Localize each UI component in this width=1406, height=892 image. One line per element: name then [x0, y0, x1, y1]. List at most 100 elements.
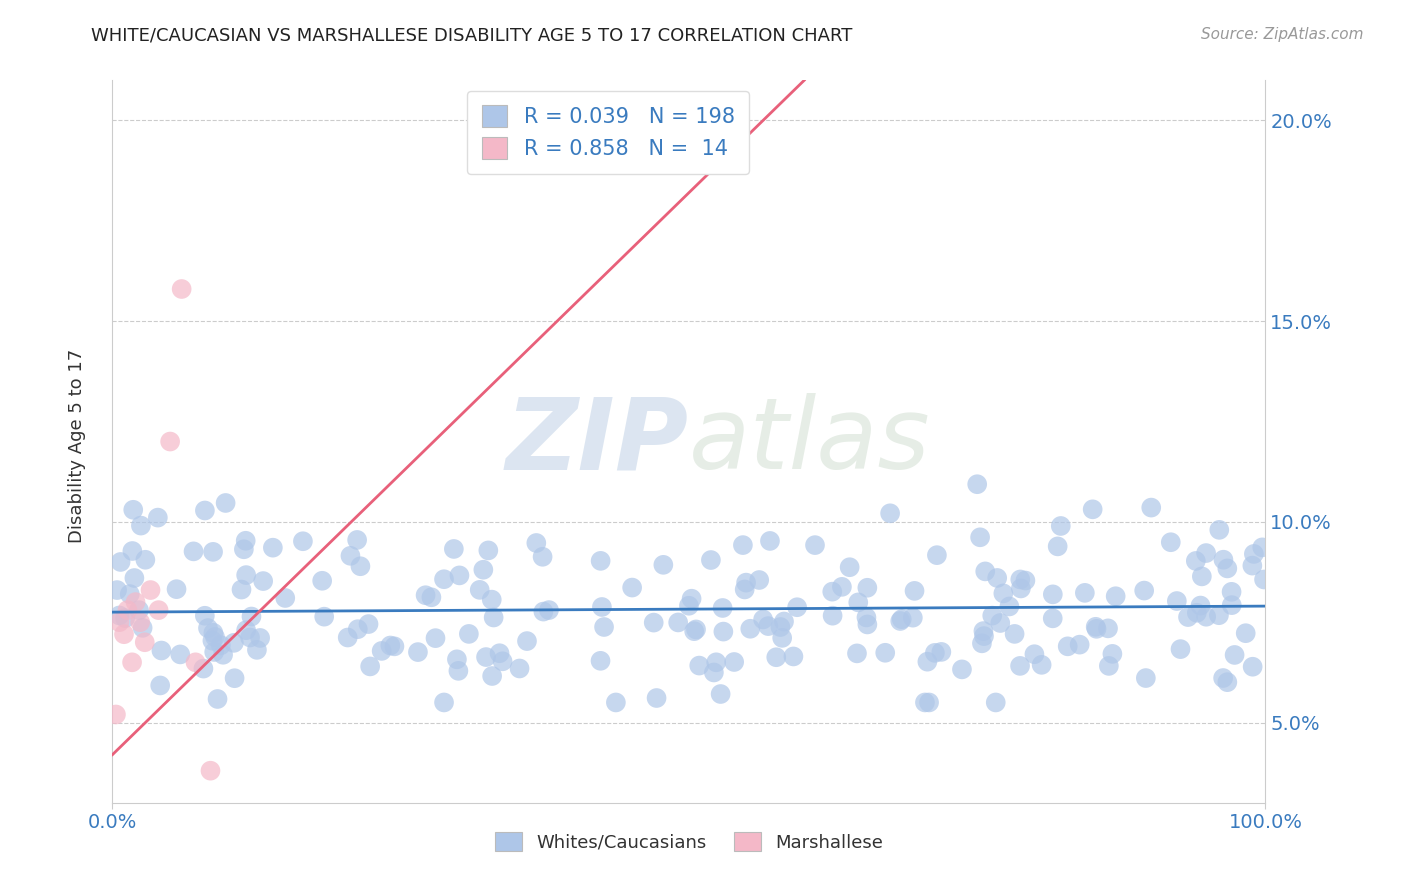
Point: [207, 692, 229, 706]
Point: [970, 636, 993, 650]
Point: [184, 655, 207, 669]
Point: [924, 646, 946, 660]
Point: [969, 530, 991, 544]
Point: [482, 610, 505, 624]
Point: [589, 554, 612, 568]
Point: [1223, 648, 1246, 662]
Point: [262, 541, 284, 555]
Point: [645, 691, 668, 706]
Point: [593, 620, 616, 634]
Point: [1234, 626, 1257, 640]
Point: [1046, 540, 1069, 554]
Point: [723, 655, 745, 669]
Point: [856, 581, 879, 595]
Point: [1042, 611, 1064, 625]
Point: [336, 631, 359, 645]
Point: [998, 599, 1021, 614]
Point: [149, 678, 172, 692]
Point: [838, 560, 860, 574]
Point: [202, 625, 225, 640]
Point: [406, 645, 429, 659]
Point: [112, 627, 135, 641]
Point: [197, 621, 219, 635]
Point: [1166, 594, 1188, 608]
Point: [425, 631, 447, 645]
Point: [1185, 606, 1208, 620]
Point: [770, 631, 793, 645]
Point: [700, 553, 723, 567]
Point: [1216, 561, 1239, 575]
Point: [925, 548, 948, 562]
Point: [446, 652, 468, 666]
Text: WHITE/CAUCASIAN VS MARSHALLESE DISABILITY AGE 5 TO 17 CORRELATION CHART: WHITE/CAUCASIAN VS MARSHALLESE DISABILIT…: [91, 27, 853, 45]
Point: [683, 624, 706, 639]
Point: [131, 621, 153, 635]
Point: [134, 553, 156, 567]
Point: [105, 583, 128, 598]
Point: [1216, 675, 1239, 690]
Point: [420, 591, 443, 605]
Point: [685, 623, 707, 637]
Point: [734, 582, 756, 597]
Point: [1185, 554, 1208, 568]
Point: [1243, 547, 1265, 561]
Point: [1177, 610, 1199, 624]
Point: [914, 696, 936, 710]
Point: [1042, 587, 1064, 601]
Text: ZIP: ZIP: [506, 393, 689, 490]
Point: [1212, 671, 1234, 685]
Point: [1031, 657, 1053, 672]
Point: [129, 615, 152, 630]
Point: [1241, 558, 1264, 573]
Point: [240, 609, 263, 624]
Point: [855, 610, 877, 624]
Point: [773, 615, 796, 629]
Point: [856, 617, 879, 632]
Point: [831, 580, 853, 594]
Point: [537, 603, 560, 617]
Point: [346, 533, 368, 547]
Point: [678, 599, 700, 613]
Point: [488, 646, 510, 660]
Point: [415, 588, 437, 602]
Point: [756, 619, 779, 633]
Point: [1208, 523, 1230, 537]
Point: [752, 612, 775, 626]
Point: [108, 608, 131, 623]
Point: [359, 659, 381, 673]
Point: [314, 609, 336, 624]
Point: [1251, 541, 1274, 555]
Point: [821, 584, 844, 599]
Point: [148, 603, 170, 617]
Point: [349, 559, 371, 574]
Point: [1081, 502, 1104, 516]
Point: [202, 645, 225, 659]
Point: [166, 582, 188, 597]
Point: [1105, 589, 1128, 603]
Text: atlas: atlas: [689, 393, 931, 490]
Point: [491, 654, 513, 668]
Point: [193, 662, 215, 676]
Point: [1049, 519, 1071, 533]
Point: [481, 669, 503, 683]
Point: [735, 575, 758, 590]
Point: [357, 617, 380, 632]
Point: [201, 633, 224, 648]
Point: [194, 503, 217, 517]
Point: [688, 658, 710, 673]
Point: [291, 534, 314, 549]
Point: [1010, 582, 1032, 596]
Point: [1135, 671, 1157, 685]
Point: [246, 643, 269, 657]
Point: [972, 624, 994, 638]
Point: [984, 696, 1007, 710]
Point: [821, 608, 844, 623]
Point: [1220, 584, 1243, 599]
Point: [605, 696, 627, 710]
Point: [118, 587, 141, 601]
Point: [224, 671, 246, 685]
Point: [1098, 659, 1121, 673]
Point: [183, 544, 205, 558]
Point: [1085, 622, 1108, 636]
Point: [433, 572, 456, 586]
